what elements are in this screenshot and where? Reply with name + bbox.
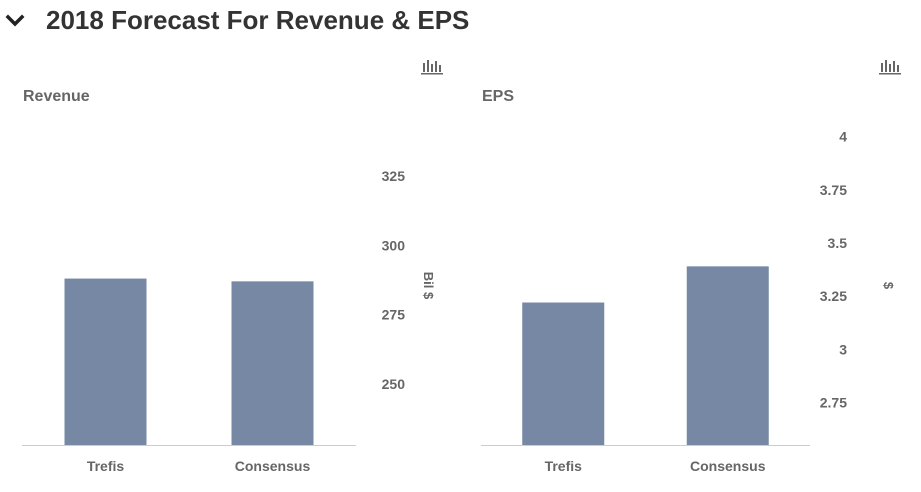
page-title: 2018 Forecast For Revenue & EPS <box>46 5 470 35</box>
y-tick-label: 325 <box>382 168 406 184</box>
y-tick-label: 2.75 <box>820 394 847 410</box>
y-tick-label: 300 <box>382 237 406 253</box>
bar-trefis[interactable] <box>522 302 605 445</box>
x-tick-label: Trefis <box>87 458 125 474</box>
eps-chart: EPS Trefis Consensus 2.75 3 3.25 3.5 3.75 4 $ <box>458 56 918 492</box>
chart-title: EPS <box>482 88 515 105</box>
chevron-down-icon[interactable] <box>4 10 26 32</box>
x-tick-label: Trefis <box>545 458 583 474</box>
section-header: 2018 Forecast For Revenue & EPS <box>0 0 921 48</box>
eps-plot: Trefis Consensus 2.75 3 3.25 3.5 3.75 4 $ <box>481 129 896 474</box>
y-tick-label: 250 <box>382 376 406 392</box>
y-tick-label: 3.25 <box>820 288 847 304</box>
y-tick-label: 3 <box>839 341 847 357</box>
y-tick-label: 3.5 <box>828 235 848 251</box>
y-tick-label: 3.75 <box>820 182 847 198</box>
bar-chart-icon[interactable] <box>420 56 444 76</box>
revenue-plot: Trefis Consensus 250 275 300 325 Bil $ <box>22 168 436 474</box>
y-axis-title: $ <box>881 282 896 290</box>
bar-chart-icon[interactable] <box>878 56 902 76</box>
bar-consensus[interactable] <box>686 266 769 445</box>
x-tick-label: Consensus <box>235 458 311 474</box>
chart-title: Revenue <box>23 88 90 105</box>
bar-consensus[interactable] <box>231 281 314 445</box>
y-axis-title: Bil $ <box>421 272 436 300</box>
x-tick-label: Consensus <box>690 458 766 474</box>
revenue-chart: Revenue Trefis Consensus 250 275 300 325 Bil $ <box>0 56 460 492</box>
y-tick-label: 275 <box>382 307 406 323</box>
y-tick-label: 4 <box>839 129 847 145</box>
bar-trefis[interactable] <box>64 278 147 445</box>
